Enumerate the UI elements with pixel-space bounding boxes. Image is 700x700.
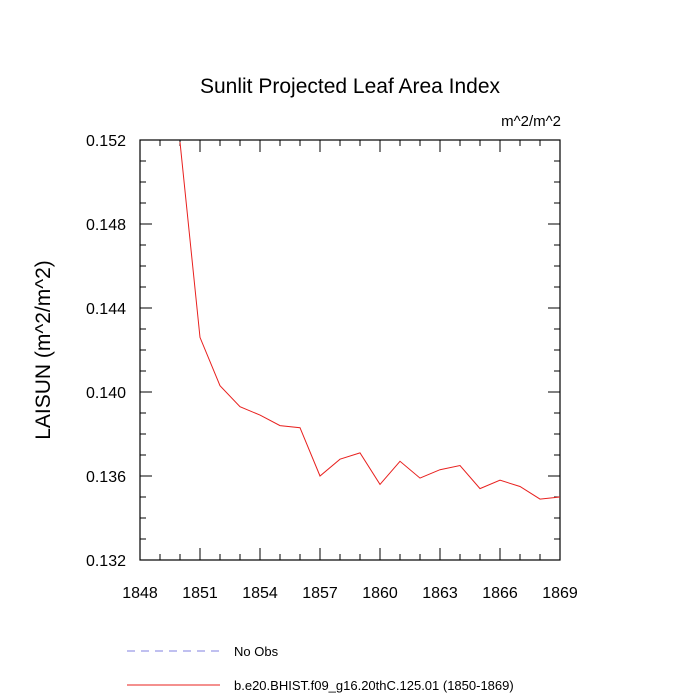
y-tick-label: 0.140	[86, 385, 126, 402]
y-tick-label: 0.132	[86, 553, 126, 570]
x-tick-label: 1863	[422, 585, 458, 602]
y-axis-label: LAISUN (m^2/m^2)	[32, 260, 55, 440]
x-tick-label: 1857	[302, 585, 338, 602]
plot-frame	[139, 139, 561, 561]
y-tick-label: 0.152	[86, 133, 126, 150]
y-tick-label: 0.148	[86, 217, 126, 234]
x-tick-label: 1866	[482, 585, 518, 602]
y-tick-label: 0.136	[86, 469, 126, 486]
x-tick-label: 1848	[122, 585, 158, 602]
series-layer	[179, 142, 561, 500]
legend-label-no-obs: No Obs	[234, 644, 279, 659]
series-line	[179, 142, 561, 500]
legend-label-model-run: b.e20.BHIST.f09_g16.20thC.125.01 (1850-1…	[234, 678, 514, 693]
x-ticks: 1848 1851 1854 1857 1860 1863 1866 1869	[122, 140, 578, 602]
x-tick-label: 1869	[542, 585, 578, 602]
legend: No Obs b.e20.BHIST.f09_g16.20thC.125.01 …	[127, 644, 514, 693]
x-tick-label: 1860	[362, 585, 398, 602]
x-tick-label: 1854	[242, 585, 278, 602]
y-tick-label: 0.144	[86, 301, 126, 318]
y-ticks: 0.132 0.136 0.140 0.144 0.148 0.152	[86, 133, 560, 570]
units-label: m^2/m^2	[501, 113, 561, 130]
chart-title: Sunlit Projected Leaf Area Index	[200, 75, 501, 98]
x-tick-label: 1851	[182, 585, 218, 602]
